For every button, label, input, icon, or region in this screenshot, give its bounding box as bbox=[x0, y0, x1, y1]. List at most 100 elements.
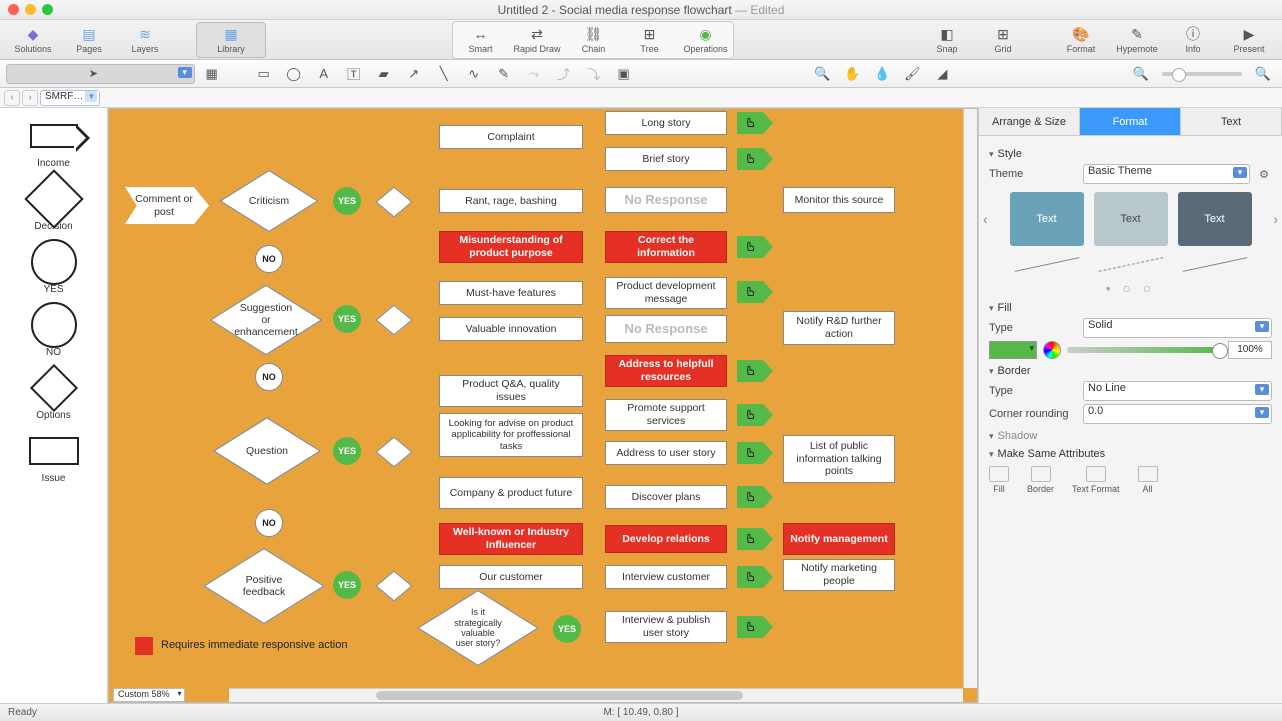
line-style-3[interactable] bbox=[1178, 254, 1252, 274]
node-publish[interactable]: Interview & publish user story bbox=[605, 611, 727, 643]
opt-question[interactable] bbox=[375, 436, 412, 467]
theme-prev[interactable]: ‹ bbox=[983, 211, 988, 227]
action-userstory[interactable] bbox=[737, 442, 763, 464]
toolbar-info[interactable]: ⓘInfo bbox=[1166, 22, 1220, 58]
action-brief[interactable] bbox=[737, 148, 763, 170]
path-back[interactable]: ‹ bbox=[4, 90, 20, 106]
toolbar-present[interactable]: ▶Present bbox=[1222, 22, 1276, 58]
section-border[interactable]: Border bbox=[989, 365, 1272, 377]
section-style[interactable]: Style bbox=[989, 148, 1272, 160]
toolbar-layers[interactable]: ≋Layers bbox=[118, 22, 172, 58]
toolbar-grid[interactable]: ⊞Grid bbox=[976, 22, 1030, 58]
border-type-select[interactable]: No Line bbox=[1083, 381, 1272, 401]
node-helpful[interactable]: Address to helpfull resources bbox=[605, 355, 727, 387]
section-msa[interactable]: Make Same Attributes bbox=[989, 448, 1272, 460]
canvas-hscroll[interactable] bbox=[229, 688, 963, 702]
tool-pointer[interactable]: ➤ bbox=[6, 64, 195, 84]
opacity-slider[interactable] bbox=[1067, 347, 1222, 353]
tab-format[interactable]: Format bbox=[1080, 108, 1181, 135]
fill-color[interactable] bbox=[989, 341, 1037, 359]
tool-connector3[interactable]: ⤵ bbox=[581, 63, 607, 85]
tool-marquee[interactable]: ▦ bbox=[199, 63, 225, 85]
tool-hand[interactable]: ✋ bbox=[839, 63, 865, 85]
toolbar-smart[interactable]: ↔Smart bbox=[453, 22, 507, 58]
node-interview[interactable]: Interview customer bbox=[605, 565, 727, 589]
color-wheel-icon[interactable] bbox=[1043, 341, 1061, 359]
node-relations[interactable]: Develop relations bbox=[605, 525, 727, 553]
node-noresp1[interactable]: No Response bbox=[605, 187, 727, 213]
action-interview[interactable] bbox=[737, 566, 763, 588]
tool-connector2[interactable]: ⤴ bbox=[551, 63, 577, 85]
section-shadow[interactable]: Shadow bbox=[989, 430, 1272, 442]
msa-border[interactable]: Border bbox=[1027, 466, 1054, 494]
node-complaint[interactable]: Complaint bbox=[439, 125, 583, 149]
zoom-out-icon[interactable]: 🔍 bbox=[1128, 63, 1154, 85]
tool-zoom[interactable]: 🔍 bbox=[809, 63, 835, 85]
tool-line[interactable]: ╲ bbox=[431, 63, 457, 85]
tool-connector1[interactable]: ⤳ bbox=[521, 63, 547, 85]
node-qa[interactable]: Product Q&A, quality issues bbox=[439, 375, 583, 407]
tool-ellipse[interactable]: ◯ bbox=[281, 63, 307, 85]
node-influencer[interactable]: Well-known or Industry Influencer bbox=[439, 523, 583, 555]
shape-yes[interactable]: YES bbox=[0, 240, 107, 295]
node-suggestion[interactable]: Suggestion or enhancement bbox=[209, 285, 322, 356]
shape-no[interactable]: NO bbox=[0, 303, 107, 358]
node-marketing[interactable]: Notify marketing people bbox=[783, 559, 895, 591]
canvas-vscroll[interactable] bbox=[963, 109, 977, 688]
action-correct[interactable] bbox=[737, 236, 763, 258]
theme-card-2[interactable]: Text bbox=[1094, 192, 1168, 246]
theme-next[interactable]: › bbox=[1273, 211, 1278, 227]
action-relations[interactable] bbox=[737, 528, 763, 550]
tool-brush[interactable]: 🖌 bbox=[899, 63, 925, 85]
action-helpful[interactable] bbox=[737, 360, 763, 382]
theme-card-1[interactable]: Text bbox=[1010, 192, 1084, 246]
action-publish[interactable] bbox=[737, 616, 763, 638]
action-discover[interactable] bbox=[737, 486, 763, 508]
path-fwd[interactable]: › bbox=[22, 90, 38, 106]
tool-highlight[interactable]: ◢ bbox=[929, 63, 955, 85]
node-support[interactable]: Promote support services bbox=[605, 399, 727, 431]
zoom-select[interactable]: Custom 58% bbox=[113, 688, 185, 702]
toolbar-pages[interactable]: ▤Pages bbox=[62, 22, 116, 58]
canvas[interactable]: Comment or post Criticism YES NO Suggest… bbox=[108, 108, 978, 703]
toolbar-rapid-draw[interactable]: ⇄Rapid Draw bbox=[509, 22, 564, 58]
shape-income[interactable]: Income bbox=[0, 114, 107, 169]
corner-input[interactable]: 0.0 bbox=[1083, 404, 1272, 424]
msa-fill[interactable]: Fill bbox=[989, 466, 1009, 494]
node-advise[interactable]: Looking for advise on product applicabil… bbox=[439, 413, 583, 457]
tool-text[interactable]: A bbox=[311, 63, 337, 85]
node-pdm[interactable]: Product development message bbox=[605, 277, 727, 309]
tool-rect[interactable]: ▭ bbox=[251, 63, 277, 85]
tab-arrange[interactable]: Arrange & Size bbox=[979, 108, 1080, 135]
node-discover[interactable]: Discover plans bbox=[605, 485, 727, 509]
node-strategic[interactable]: Is it strategically valuable user story? bbox=[417, 590, 539, 666]
node-customer[interactable]: Our customer bbox=[439, 565, 583, 589]
node-positive[interactable]: Positive feedback bbox=[203, 548, 325, 624]
toolbar-hypernote[interactable]: ✎Hypernote bbox=[1110, 22, 1164, 58]
msa-all[interactable]: All bbox=[1138, 466, 1158, 494]
node-valuable[interactable]: Valuable innovation bbox=[439, 317, 583, 341]
gear-icon[interactable]: ⚙ bbox=[1256, 166, 1272, 182]
shape-options[interactable]: Options bbox=[0, 366, 107, 421]
node-correct[interactable]: Correct the information bbox=[605, 231, 727, 263]
toolbar-tree[interactable]: ⊞Tree bbox=[623, 22, 677, 58]
line-style-1[interactable] bbox=[1010, 254, 1084, 274]
node-criticism[interactable]: Criticism bbox=[219, 170, 319, 232]
node-userstory[interactable]: Address to user story bbox=[605, 441, 727, 465]
tool-callout[interactable]: ▰ bbox=[371, 63, 397, 85]
node-noresp2[interactable]: No Response bbox=[605, 315, 727, 343]
toolbar-operations[interactable]: ◉Operations bbox=[679, 22, 733, 58]
theme-dots[interactable]: • ○ ○ bbox=[989, 280, 1272, 296]
line-style-2[interactable] bbox=[1094, 254, 1168, 274]
toolbar-solutions[interactable]: ◆Solutions bbox=[6, 22, 60, 58]
node-mgmt[interactable]: Notify management bbox=[783, 523, 895, 555]
node-monitor[interactable]: Monitor this source bbox=[783, 187, 895, 213]
node-talking[interactable]: List of public information talking point… bbox=[783, 435, 895, 483]
node-future[interactable]: Company & product future bbox=[439, 477, 583, 509]
shape-issue[interactable]: Issue bbox=[0, 429, 107, 484]
action-pdm[interactable] bbox=[737, 281, 763, 303]
opt-criticism[interactable] bbox=[375, 186, 412, 217]
node-musthave[interactable]: Must-have features bbox=[439, 281, 583, 305]
toolbar-snap[interactable]: ◧Snap bbox=[920, 22, 974, 58]
tool-pen[interactable]: ✎ bbox=[491, 63, 517, 85]
